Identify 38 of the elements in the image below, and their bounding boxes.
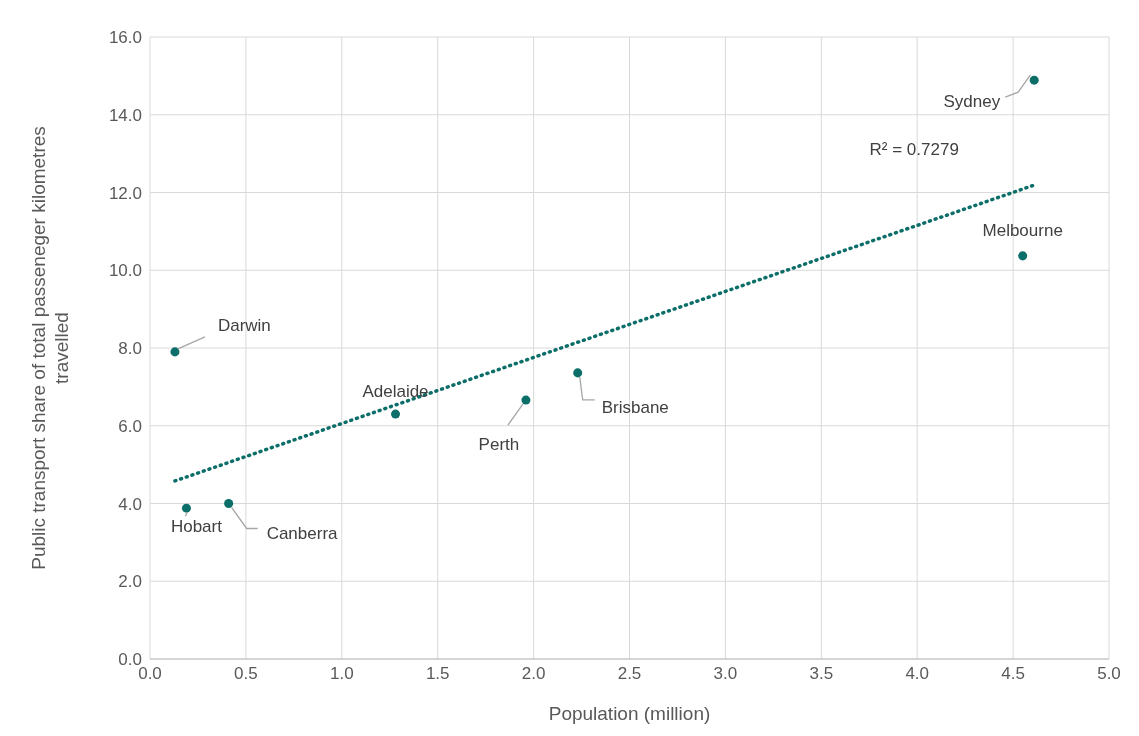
annotation: Perth [478,434,520,454]
y-axis-title: Public transport share of total passeneger kilometres travelled [28,126,72,570]
annotation: Adelaide [362,381,429,401]
point [390,409,401,419]
y-tick-label: 8.0 [118,339,142,359]
point [521,395,531,405]
x-tick-label: 2.0 [521,664,546,684]
x-tick-label: 1.5 [425,664,450,684]
annotation: Hobart [170,516,223,536]
x-tick-label: 1.0 [329,664,354,684]
point [224,498,234,509]
point [573,368,583,378]
x-axis-title: Population (million) [548,703,711,724]
annotation: Darwin [217,316,271,336]
x-tick-label: 0.5 [234,664,258,684]
x-tick-label: 4.0 [905,664,930,684]
annotation: R² = 0.7279 [869,140,959,160]
y-tick-label: 6.0 [118,416,142,436]
annotation: Brisbane [601,398,669,418]
x-tick-label: 4.5 [1001,664,1025,684]
x-tick-label: 2.5 [617,664,642,684]
annotation: Sydney [943,91,1001,111]
point [170,347,180,357]
point [1018,251,1028,261]
x-tick-label: 3.5 [809,664,834,684]
y-tick-label: 14.0 [108,105,142,125]
point [1029,75,1039,85]
y-tick-label: 10.0 [108,261,142,281]
y-tick-label: 4.0 [118,494,142,514]
y-tick-label: 12.0 [108,183,142,203]
point [181,503,191,513]
x-tick-label: 5.0 [1097,664,1121,684]
annotation: Melbourne [982,221,1063,241]
x-tick-label: 3.0 [713,664,738,684]
annotation: Canberra [266,523,339,543]
y-tick-label: 16.0 [108,28,142,48]
y-tick-label: 2.0 [118,572,142,592]
x-tick-label: 0.0 [138,664,162,684]
